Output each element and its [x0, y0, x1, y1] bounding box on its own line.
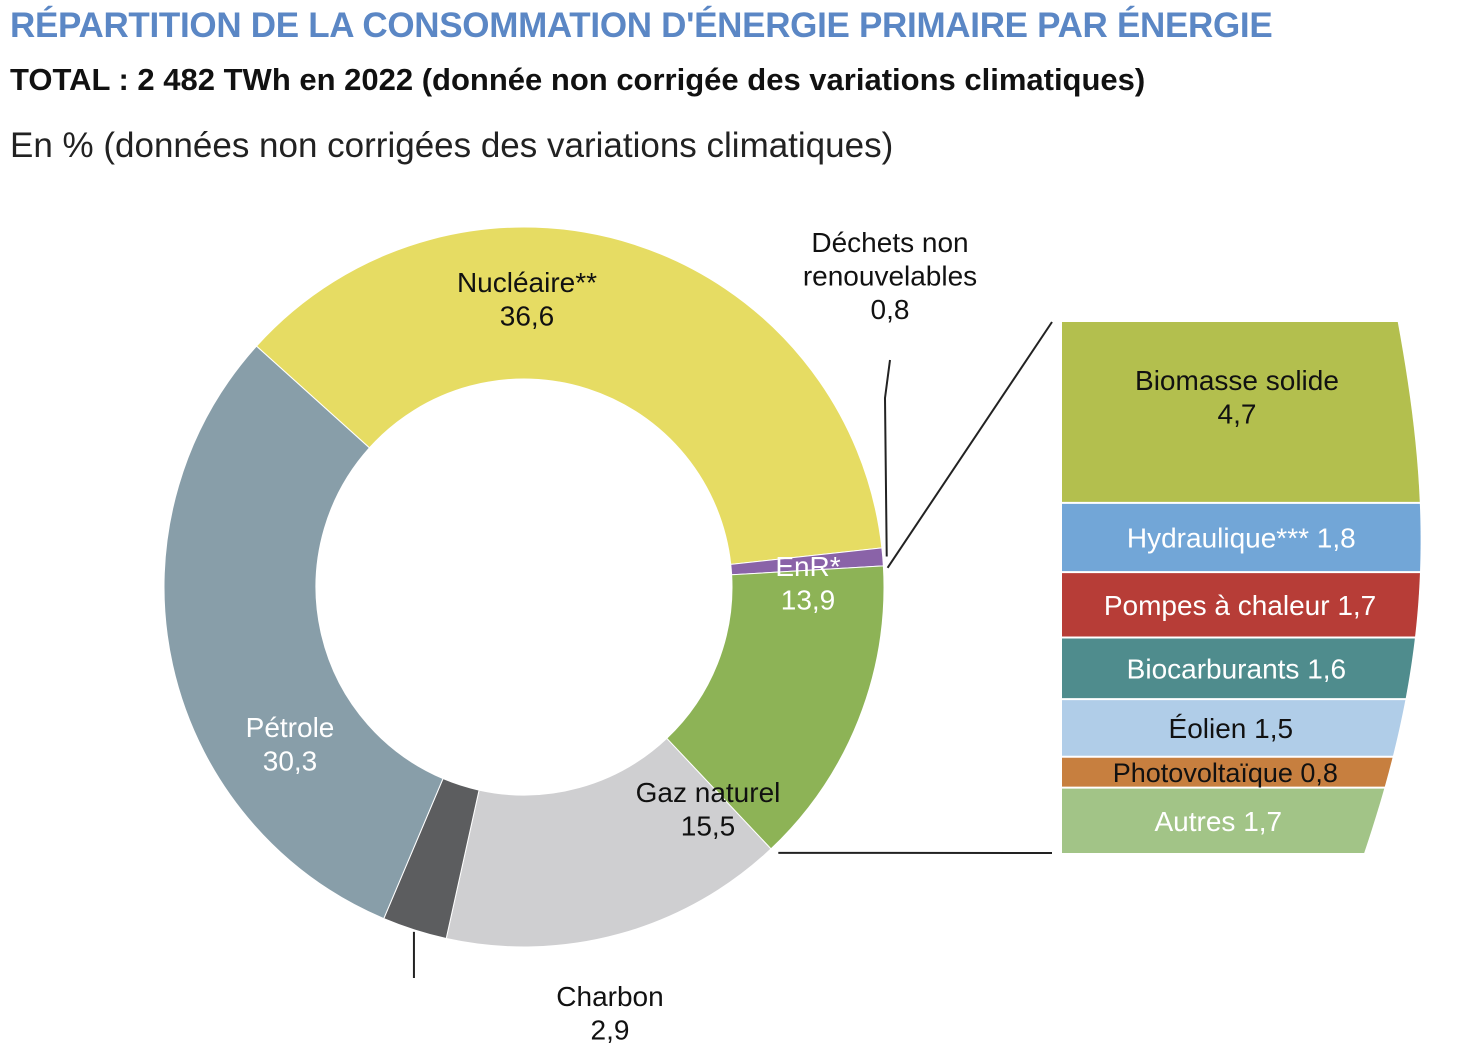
slice-label-petrole: Pétrole 30,3 — [246, 712, 335, 777]
breakdown-segment-pompes-a-chaleur — [1062, 573, 1420, 637]
chart-title: RÉPARTITION DE LA CONSOMMATION D'ÉNERGIE… — [10, 6, 1273, 45]
breakdown-label-biomasse-solide: Biomasse solide 4,7 — [1135, 365, 1339, 430]
chart-subtitle: TOTAL : 2 482 TWh en 2022 (donnée non co… — [10, 62, 1146, 97]
breakdown-label-hydraulique: Hydraulique*** 1,8 — [1127, 523, 1356, 554]
donut-slice-nucleaire — [255, 226, 883, 565]
donut-slice-gaz-naturel — [445, 737, 772, 948]
slice-label-charbon: Charbon 2,9 — [556, 981, 663, 1046]
breakdown-label-photovoltaique: Photovoltaïque 0,8 — [1113, 758, 1338, 788]
breakdown-label-eolien: Éolien 1,5 — [1169, 713, 1294, 744]
breakdown-segment-biomasse-solide — [1062, 322, 1420, 502]
donut-slice-petrole — [163, 345, 444, 920]
breakdown-label-autres: Autres 1,7 — [1154, 806, 1282, 837]
slice-label-dechets-non-renouvelables: Déchets non renouvelables 0,8 — [803, 227, 977, 325]
slice-label-enr: EnR* 13,9 — [775, 551, 840, 616]
connector-line-top — [886, 321, 1053, 569]
chart-unit-note: En % (données non corrigées des variatio… — [10, 126, 894, 165]
leader-line-dechets — [883, 359, 891, 557]
breakdown-segment-photovoltaique — [1062, 757, 1393, 787]
breakdown-segment-hydraulique — [1062, 503, 1421, 572]
slice-label-nucleaire: Nucléaire** 36,6 — [457, 267, 597, 332]
slice-label-gaz-naturel: Gaz naturel 15,5 — [636, 777, 781, 842]
breakdown-segment-biocarburants — [1062, 638, 1415, 699]
breakdown-segment-autres — [1062, 788, 1385, 853]
breakdown-label-pompes-a-chaleur: Pompes à chaleur 1,7 — [1104, 590, 1376, 621]
breakdown-label-biocarburants: Biocarburants 1,6 — [1127, 653, 1346, 684]
breakdown-segment-eolien — [1062, 700, 1406, 756]
